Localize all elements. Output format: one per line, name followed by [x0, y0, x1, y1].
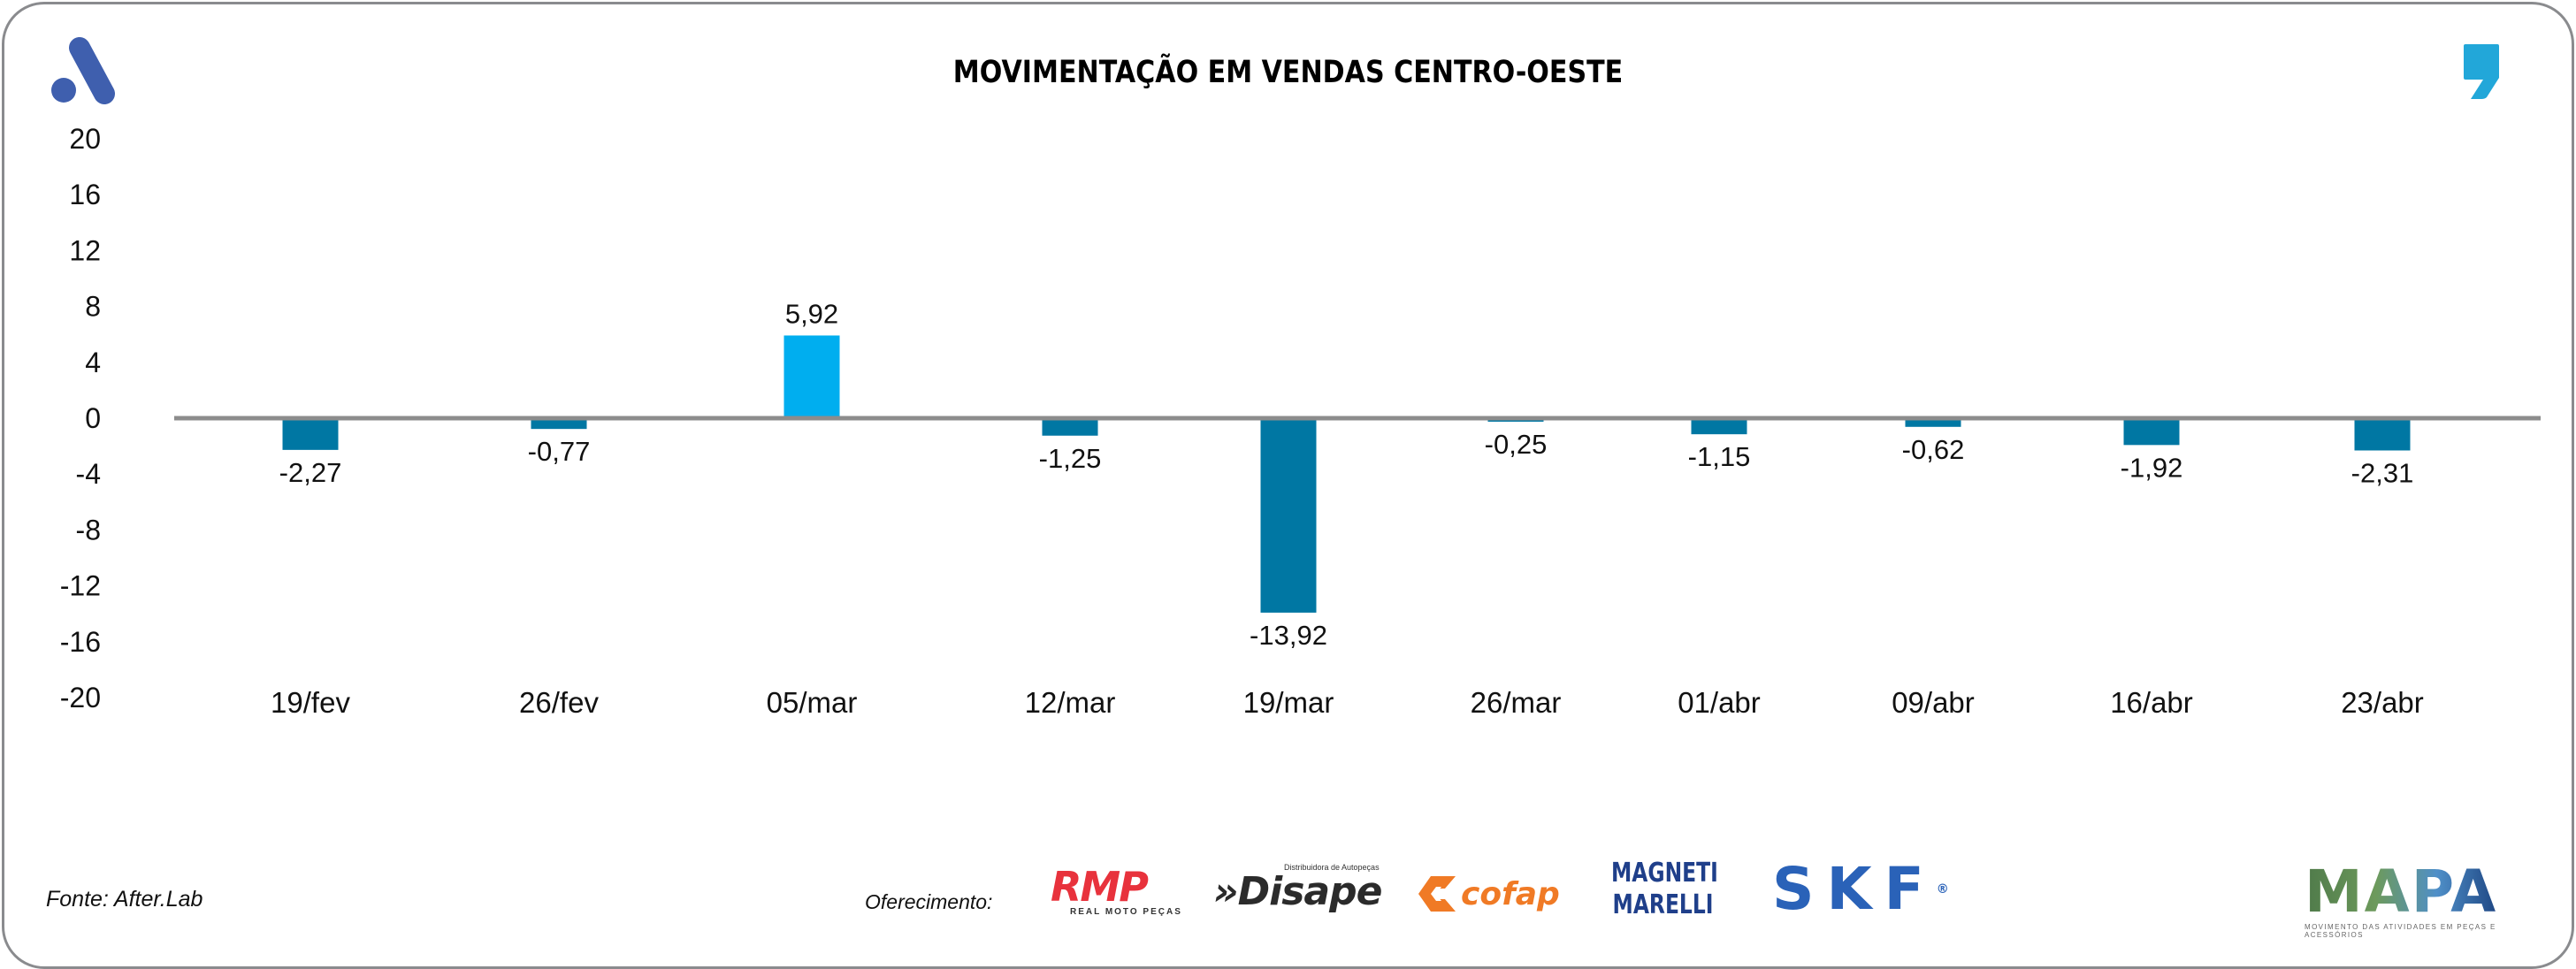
- mapa-logo: MAPA MOVIMENTO DAS ATIVIDADES EM PEÇAS E…: [2305, 863, 2508, 940]
- data-label: -1,25: [1039, 443, 1102, 474]
- data-label: -1,92: [2121, 452, 2183, 483]
- bar: [282, 418, 339, 450]
- mapa-logo-mark: MAPA: [2305, 863, 2508, 921]
- y-tick-label: 4: [85, 347, 101, 378]
- data-label: 5,92: [785, 298, 838, 329]
- data-label: -0,62: [1902, 434, 1965, 465]
- y-axis: 20 16 12 8 4 0 -4 -8 -12 -16 -20: [60, 123, 101, 713]
- x-tick-label: 09/abr: [1892, 686, 1975, 719]
- magneti-logo-line1: MAGNETI: [1611, 858, 1718, 889]
- x-tick-label: 26/mar: [1471, 686, 1562, 719]
- x-tick-label: 19/mar: [1243, 686, 1334, 719]
- x-tick-label: 05/mar: [767, 686, 858, 719]
- sponsor-label: Oferecimento:: [865, 890, 993, 913]
- sponsor-logo-magneti-marelli: MAGNETI MARELLI: [1611, 858, 1718, 927]
- source-note: Fonte: After.Lab: [46, 887, 203, 912]
- x-axis: 19/fev 26/fev 05/mar 12/mar 19/mar 26/mar 01/a…: [271, 686, 2424, 719]
- x-tick-label: 23/abr: [2341, 686, 2424, 719]
- data-label: -0,25: [1485, 429, 1548, 460]
- rmp-logo-mark: RMP: [1051, 863, 1149, 911]
- data-labels: -2,27 -0,77 5,92 -1,25 -13,92 -0,25 -1,15 -0,62…: [279, 298, 2414, 650]
- x-tick-label: 12/mar: [1025, 686, 1116, 719]
- magneti-logo-line2: MARELLI: [1612, 889, 1714, 920]
- y-tick-label: -16: [60, 626, 101, 658]
- comma-quote-icon: [2464, 44, 2499, 99]
- registered-icon: ®: [1936, 882, 1949, 897]
- rmp-logo-subtitle: REAL MOTO PEÇAS: [1070, 907, 1182, 917]
- disape-logo-tagline: Distribuidora de Autopeças: [1284, 863, 1380, 872]
- cofap-logo-mark: cofap: [1461, 875, 1560, 912]
- y-tick-label: -12: [60, 570, 101, 602]
- y-tick-label: 20: [69, 123, 101, 155]
- x-tick-label: 16/abr: [2110, 686, 2193, 719]
- after-lab-logo-icon: [51, 37, 115, 104]
- y-tick-label: -20: [60, 682, 101, 713]
- bar: [1042, 418, 1098, 436]
- bar-chart: 20 16 12 8 4 0 -4 -8 -12 -16 -20 -2,27 -0,77 5,92 -1,…: [60, 123, 2541, 719]
- bar: [1691, 418, 1747, 435]
- bar: [1260, 418, 1317, 613]
- y-tick-label: 16: [69, 179, 101, 210]
- mapa-logo-subtitle: MOVIMENTO DAS ATIVIDADES EM PEÇAS E ACES…: [2305, 923, 2496, 939]
- x-tick-label: 01/abr: [1678, 686, 1761, 719]
- sponsor-logo-disape: Distribuidora de Autopeças »Disape: [1213, 863, 1390, 918]
- bars: [282, 335, 2411, 613]
- bar: [1905, 418, 1961, 427]
- data-label: -2,27: [279, 457, 342, 488]
- y-tick-label: 8: [85, 291, 101, 323]
- disape-logo-mark: »Disape: [1213, 869, 1382, 914]
- bar: [784, 335, 840, 418]
- data-label: -2,31: [2351, 457, 2414, 488]
- y-tick-label: 0: [85, 402, 101, 434]
- sponsor-logo-cofap: cofap: [1418, 872, 1595, 916]
- data-label: -1,15: [1688, 441, 1751, 472]
- x-tick-label: 19/fev: [271, 686, 350, 719]
- chart-title: MOVIMENTAÇÃO EM VENDAS CENTRO-OESTE: [952, 55, 1624, 90]
- bar: [2123, 418, 2180, 446]
- sponsor-logo-rmp: RMP REAL MOTO PEÇAS: [1051, 866, 1188, 921]
- data-label: -0,77: [528, 436, 591, 467]
- bar: [531, 418, 587, 430]
- y-tick-label: -8: [76, 514, 101, 546]
- skf-logo-mark: SKF: [1772, 855, 1937, 923]
- data-label: -13,92: [1250, 620, 1327, 651]
- x-tick-label: 26/fev: [519, 686, 599, 719]
- bar: [2354, 418, 2411, 451]
- y-tick-label: -4: [76, 458, 101, 490]
- cofap-x-icon: [1418, 876, 1456, 912]
- y-tick-label: 12: [69, 234, 101, 266]
- sponsor-logo-skf: SKF®: [1772, 860, 1980, 919]
